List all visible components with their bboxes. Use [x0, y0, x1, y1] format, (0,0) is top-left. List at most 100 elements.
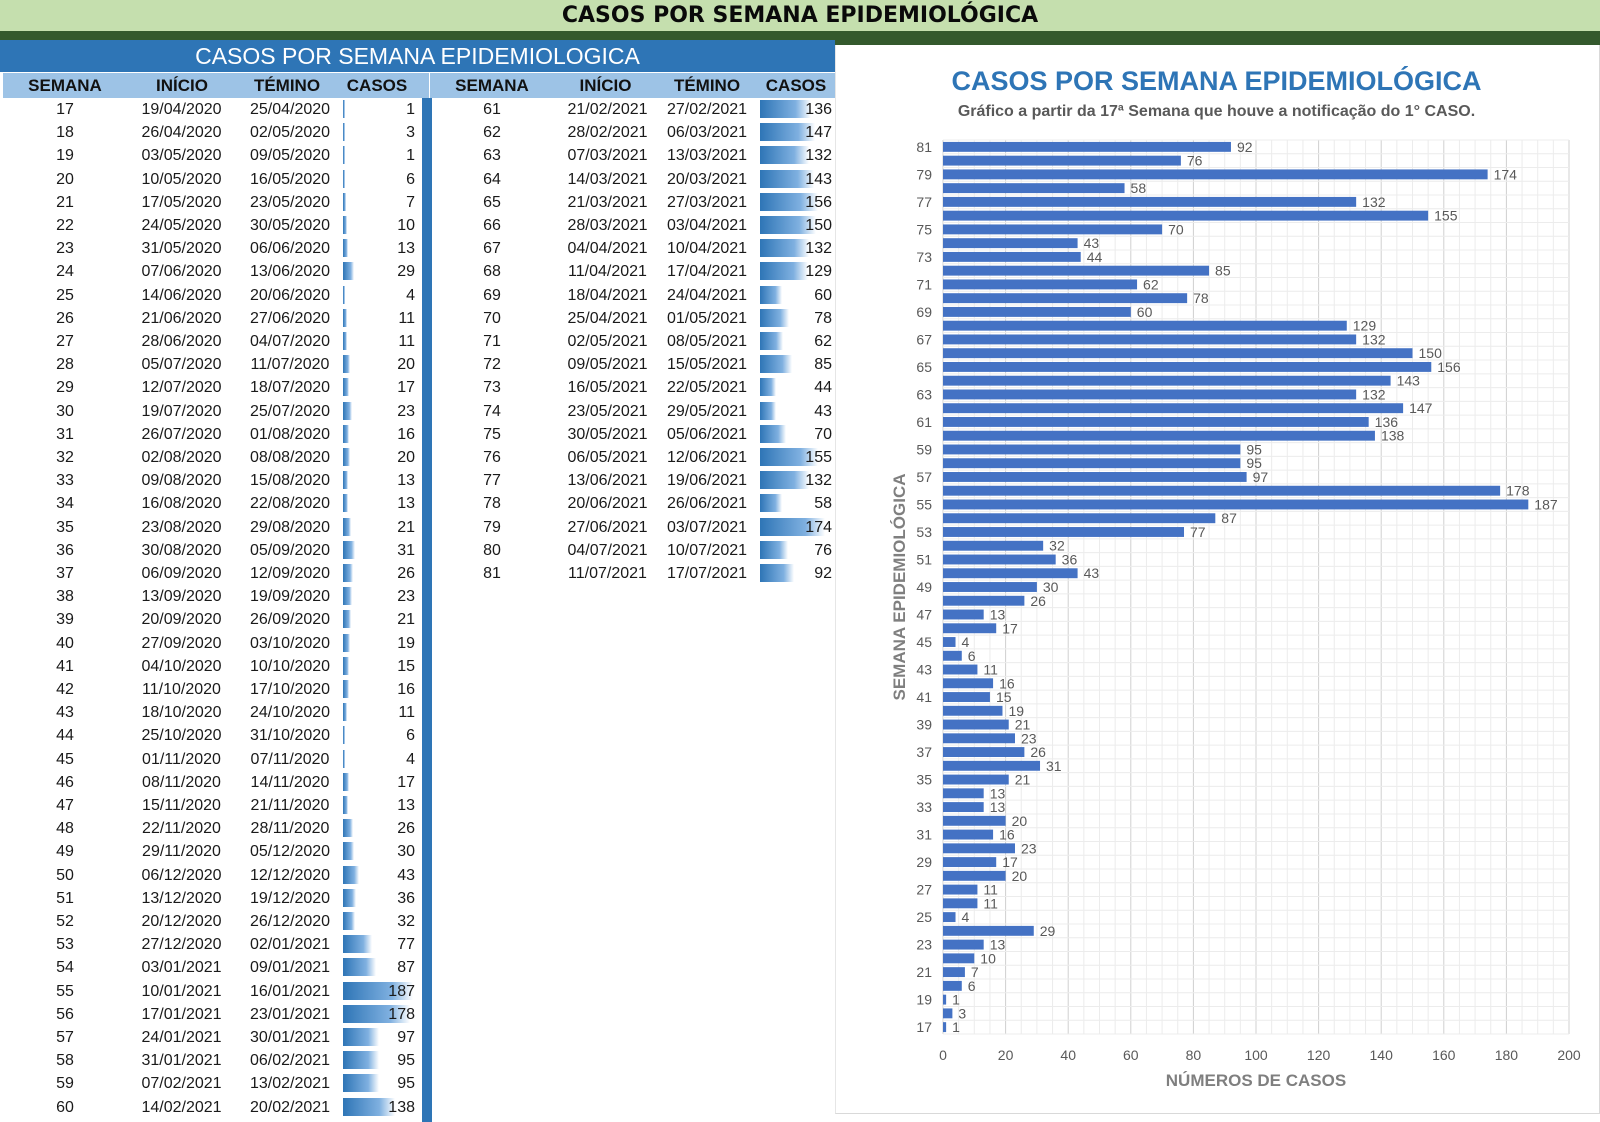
cell-casos: 138: [388, 1098, 415, 1116]
cell-semana: 43: [56, 704, 74, 722]
bar-data-label: 4: [962, 634, 970, 650]
cell-termino: 26/09/2020: [249, 611, 331, 629]
cell-inicio: 30/05/2021: [567, 425, 648, 443]
bar-data-label: 174: [1494, 166, 1518, 182]
cell-semana: 77: [483, 472, 501, 490]
cell-termino: 24/04/2021: [666, 286, 748, 304]
col-header-casos: CASOS: [346, 76, 408, 95]
y-tick-label: 61: [916, 414, 932, 430]
chart-bar-week-30: [943, 843, 1015, 854]
cell-termino: 17/10/2020: [249, 681, 331, 698]
bar-data-label: 78: [1193, 290, 1209, 306]
cell-casos: 29: [397, 263, 415, 281]
cell-semana: 71: [483, 333, 501, 350]
cell-inicio: 07/06/2020: [141, 263, 222, 281]
cell-casos: 143: [805, 170, 832, 188]
chart-bar-week-57: [943, 472, 1247, 482]
cell-databar: [760, 239, 810, 258]
bar-data-label: 3: [958, 1005, 966, 1021]
cell-inicio: 18/10/2020: [141, 704, 222, 722]
bar-data-label: 20: [1012, 813, 1028, 829]
chart-bar-week-40: [943, 705, 1003, 716]
cell-casos: 43: [814, 402, 832, 420]
cell-semana: 35: [56, 518, 74, 536]
cell-termino: 21/11/2020: [250, 797, 330, 814]
x-tick-label: 140: [1370, 1047, 1394, 1063]
chart-bar-week-24: [943, 925, 1034, 936]
chart-bar-week-26: [943, 898, 978, 909]
x-tick-label: 0: [939, 1047, 947, 1063]
cell-databar: [760, 100, 811, 118]
bar-data-label: 19: [1008, 703, 1024, 719]
cell-semana: 62: [483, 124, 501, 142]
y-tick-label: 23: [916, 937, 932, 953]
cell-inicio: 26/07/2020: [141, 425, 222, 443]
table-row: 38 13/09/2020 19/09/2020 23: [0, 585, 420, 608]
cell-inicio: 23/05/2021: [567, 402, 648, 420]
chart-bar-week-29: [943, 857, 997, 868]
chart-bar-week-72: [943, 265, 1210, 276]
cell-inicio: 24/05/2020: [141, 217, 222, 234]
cell-databar: [343, 146, 345, 165]
table-row: 77 13/06/2021 19/06/2021 132: [430, 469, 835, 492]
cell-casos: 15: [397, 657, 415, 675]
cell-semana: 33: [56, 472, 74, 490]
cell-databar: [343, 958, 376, 977]
cell-inicio: 04/07/2021: [567, 541, 648, 559]
cell-termino: 03/10/2020: [249, 634, 331, 652]
chart-bar-week-67: [943, 334, 1357, 345]
cell-databar: [760, 332, 784, 350]
table-row: 66 28/03/2021 03/04/2021 150: [430, 214, 835, 237]
cell-databar: [760, 308, 790, 327]
cell-termino: 27/06/2020: [249, 309, 331, 327]
chart-bar-week-76: [943, 210, 1429, 221]
chart-bar-week-68: [943, 320, 1347, 331]
y-tick-label: 63: [916, 386, 932, 402]
cell-casos: 174: [805, 518, 832, 536]
bar-data-label: 58: [1131, 180, 1147, 196]
table-row: 33 09/08/2020 15/08/2020 13: [0, 469, 420, 492]
table-row: 26 21/06/2020 27/06/2020 11: [0, 307, 420, 330]
cell-casos: 11: [398, 333, 415, 350]
cell-databar: [343, 796, 348, 814]
cell-semana: 32: [56, 449, 74, 466]
y-tick-label: 69: [916, 304, 932, 320]
y-tick-label: 53: [916, 524, 932, 540]
table-row: 41 04/10/2020 10/10/2020 15: [0, 655, 420, 678]
cell-termino: 05/12/2020: [249, 843, 331, 861]
cell-termino: 18/07/2020: [249, 379, 331, 397]
chart-bar-week-19: [943, 994, 947, 1005]
bar-data-label: 62: [1143, 276, 1159, 292]
chart-bar-week-48: [943, 595, 1025, 606]
x-tick-label: 60: [1123, 1047, 1139, 1063]
y-tick-label: 75: [916, 221, 932, 237]
cell-databar: [760, 355, 792, 374]
cell-termino: 17/07/2021: [666, 565, 748, 582]
cell-casos: 6: [406, 727, 415, 745]
cell-inicio: 21/03/2021: [567, 193, 648, 211]
cell-casos: 23: [397, 588, 415, 606]
table-column-separator: [422, 98, 432, 1122]
table-row: 64 14/03/2021 20/03/2021 143: [430, 168, 835, 191]
chart-bar-week-47: [943, 609, 984, 620]
x-tick-label: 40: [1060, 1047, 1076, 1063]
cell-termino: 02/01/2021: [249, 936, 331, 954]
cell-semana: 38: [56, 588, 74, 606]
cell-inicio: 28/06/2020: [141, 333, 222, 350]
y-tick-label: 81: [916, 139, 932, 155]
bar-data-label: 178: [1506, 483, 1530, 499]
col-header-semana: SEMANA: [455, 76, 529, 95]
cell-casos: 13: [397, 495, 415, 513]
cell-databar: [343, 1028, 380, 1046]
chart-bar-week-58: [943, 458, 1241, 469]
cell-semana: 61: [483, 101, 501, 118]
cell-inicio: 10/05/2020: [141, 170, 222, 188]
chart-bar-week-34: [943, 788, 984, 799]
cell-termino: 10/07/2021: [666, 541, 748, 559]
bar-data-label: 132: [1362, 386, 1386, 402]
cell-semana: 22: [56, 217, 74, 234]
table-row: 48 22/11/2020 28/11/2020 26: [0, 817, 420, 840]
cell-termino: 14/11/2020: [250, 773, 330, 791]
cell-databar: [760, 564, 795, 582]
cell-casos: 70: [814, 425, 832, 443]
